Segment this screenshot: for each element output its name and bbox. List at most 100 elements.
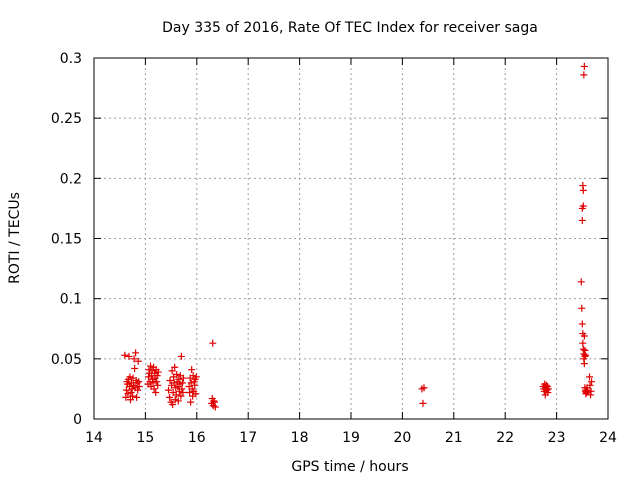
data-point (121, 351, 129, 359)
data-point (147, 362, 155, 370)
data-point (172, 391, 180, 399)
data-point (587, 387, 595, 395)
y-tick-label: 0.15 (51, 232, 82, 248)
y-axis-label: ROTI / TECUs (7, 192, 23, 284)
y-tick-labels: 0 0.05 0.1 0.15 0.2 0.25 0.3 (51, 51, 82, 428)
data-point (153, 378, 161, 386)
data-point (171, 396, 179, 404)
data-point (168, 367, 176, 375)
data-point (419, 399, 427, 407)
x-tick-label: 19 (342, 430, 360, 446)
x-axis-label: GPS time / hours (291, 459, 408, 475)
data-point (579, 202, 587, 210)
data-point (578, 320, 586, 328)
data-point (179, 389, 187, 397)
data-point (187, 398, 195, 406)
data-point (579, 186, 587, 194)
data-point (122, 386, 130, 394)
data-points (121, 62, 596, 411)
data-point (154, 368, 162, 376)
data-point (126, 396, 134, 404)
data-point (580, 62, 588, 70)
data-point (124, 390, 132, 398)
data-point (177, 352, 185, 360)
data-point (209, 339, 217, 347)
x-tick-label: 15 (136, 430, 154, 446)
y-tick-label: 0.25 (51, 111, 82, 127)
data-point (166, 376, 174, 384)
data-point (420, 384, 428, 392)
data-point (577, 278, 585, 286)
data-point (165, 386, 173, 394)
x-tick-label: 20 (393, 430, 411, 446)
data-point (127, 389, 135, 397)
y-tick-label: 0.3 (60, 51, 82, 67)
data-point (129, 392, 137, 400)
data-point (133, 393, 141, 401)
data-point (173, 370, 181, 378)
data-point (211, 403, 219, 411)
x-tick-label: 22 (496, 430, 514, 446)
data-point (179, 374, 187, 382)
data-point (187, 379, 195, 387)
data-point (154, 381, 162, 389)
data-point (174, 397, 182, 405)
data-point (178, 379, 186, 387)
data-point (178, 385, 186, 393)
x-tick-label: 18 (291, 430, 309, 446)
data-point (578, 304, 586, 312)
y-tick-label: 0.05 (51, 352, 82, 368)
x-tick-label: 23 (548, 430, 566, 446)
data-point (580, 332, 588, 340)
data-point (166, 393, 174, 401)
data-point (169, 401, 177, 409)
data-point (583, 386, 591, 394)
data-point (131, 364, 139, 372)
y-tick-label: 0 (73, 412, 82, 428)
data-point (125, 352, 133, 360)
data-point (544, 385, 552, 393)
ticks (93, 57, 609, 420)
data-point (135, 383, 143, 391)
data-point (132, 349, 140, 357)
x-tick-label: 16 (188, 430, 206, 446)
data-point (152, 389, 160, 397)
data-point (580, 71, 588, 79)
data-point (170, 379, 178, 387)
data-point (153, 372, 161, 380)
data-point (177, 392, 185, 400)
data-point (586, 381, 594, 389)
data-point (189, 372, 197, 380)
data-point (171, 363, 179, 371)
chart-title: Day 335 of 2016, Rate Of TEC Index for r… (162, 20, 538, 36)
x-tick-label: 24 (599, 430, 617, 446)
data-point (210, 398, 218, 406)
data-point (128, 385, 136, 393)
data-point (585, 373, 593, 381)
data-point (150, 385, 158, 393)
data-point (581, 351, 589, 359)
data-point (130, 355, 138, 363)
data-point (192, 390, 200, 398)
data-point (578, 216, 586, 224)
data-point (133, 379, 141, 387)
x-tick-label: 17 (239, 430, 257, 446)
data-point (149, 379, 157, 387)
data-point (134, 386, 142, 394)
data-point (191, 381, 199, 389)
y-tick-label: 0.1 (60, 292, 82, 308)
x-tick-label: 14 (85, 430, 103, 446)
data-point (192, 373, 200, 381)
data-point (580, 360, 588, 368)
data-point (175, 375, 183, 383)
x-tick-labels: 14 15 16 17 18 19 20 21 22 23 24 (85, 430, 617, 446)
data-point (579, 339, 587, 347)
data-point (134, 357, 142, 365)
grid (94, 58, 608, 419)
data-point (588, 378, 596, 386)
data-point (186, 389, 194, 397)
x-tick-label: 21 (445, 430, 463, 446)
